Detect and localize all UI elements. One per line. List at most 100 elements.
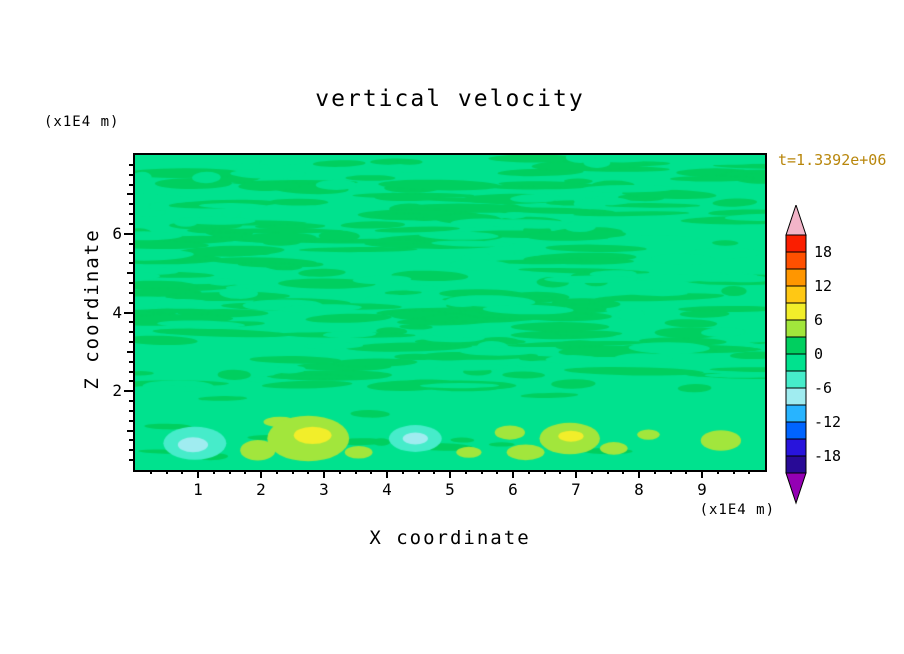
colorbar-label: -12 (814, 413, 841, 431)
x-axis-units-label: (x1E4 m) (699, 502, 775, 518)
y-minor-tick (129, 252, 133, 255)
colorbar-over-arrow (785, 205, 807, 236)
y-minor-tick (129, 459, 133, 462)
x-minor-tick (275, 470, 278, 474)
x-minor-tick (669, 470, 672, 474)
x-tick-label: 2 (256, 480, 266, 499)
colorbar-segment (785, 268, 807, 287)
x-minor-tick (732, 470, 735, 474)
colorbar-label: -6 (814, 379, 832, 397)
colorbar-segment (785, 438, 807, 457)
x-minor-tick (748, 470, 751, 474)
y-unit-tick (127, 350, 133, 353)
x-tick-label: 7 (571, 480, 581, 499)
x-tick-label: 9 (697, 480, 707, 499)
x-minor-tick (307, 470, 310, 474)
x-major-tick (323, 470, 325, 478)
colorbar-segment (785, 336, 807, 355)
x-major-tick (197, 470, 199, 478)
y-major-tick (124, 390, 133, 393)
x-minor-tick (181, 470, 184, 474)
x-minor-tick (354, 470, 357, 474)
y-minor-tick (129, 173, 133, 176)
colorbar-label: 18 (814, 243, 832, 261)
y-minor-tick (129, 291, 133, 294)
y-minor-tick (129, 419, 133, 422)
x-minor-tick (401, 470, 404, 474)
x-tick-label: 4 (382, 480, 392, 499)
x-minor-tick (433, 470, 436, 474)
y-minor-tick (129, 449, 133, 452)
y-minor-tick (129, 262, 133, 265)
colorbar-label: -18 (814, 447, 841, 465)
x-minor-tick (165, 470, 168, 474)
x-minor-tick (212, 470, 215, 474)
y-minor-tick (129, 301, 133, 304)
x-minor-tick (417, 470, 420, 474)
y-unit-tick (127, 272, 133, 275)
x-major-tick (638, 470, 640, 478)
x-minor-tick (149, 470, 152, 474)
y-minor-tick (129, 380, 133, 383)
colorbar-segment (785, 455, 807, 474)
x-minor-tick (716, 470, 719, 474)
x-minor-tick (291, 470, 294, 474)
x-minor-tick (464, 470, 467, 474)
colorbar-label: 0 (814, 345, 823, 363)
x-minor-tick (496, 470, 499, 474)
contour-field-canvas (135, 155, 765, 470)
x-axis-title: X coordinate (369, 527, 531, 549)
y-major-tick (124, 311, 133, 314)
x-minor-tick (480, 470, 483, 474)
colorbar-segment (785, 353, 807, 372)
y-unit-tick (127, 193, 133, 196)
x-minor-tick (606, 470, 609, 474)
x-minor-tick (228, 470, 231, 474)
colorbar-segment (785, 421, 807, 440)
x-major-tick (512, 470, 514, 478)
x-minor-tick (244, 470, 247, 474)
colorbar-label: 12 (814, 277, 832, 295)
y-minor-tick (129, 242, 133, 245)
x-minor-tick (370, 470, 373, 474)
time-annotation: t=1.3392e+06 (778, 151, 887, 169)
y-minor-tick (129, 281, 133, 284)
x-minor-tick (543, 470, 546, 474)
plot-title: vertical velocity (315, 86, 585, 112)
x-major-tick (260, 470, 262, 478)
x-tick-label: 8 (634, 480, 644, 499)
y-minor-tick (129, 331, 133, 334)
colorbar-segment (785, 404, 807, 423)
y-minor-tick (129, 341, 133, 344)
x-major-tick (701, 470, 703, 478)
y-minor-tick (129, 213, 133, 216)
colorbar: 18 12 6 0 -6 -12 -18 (785, 205, 841, 505)
colorbar-segment (785, 285, 807, 304)
x-tick-label: 5 (445, 480, 455, 499)
y-minor-tick (129, 183, 133, 186)
colorbar-segment (785, 302, 807, 321)
x-minor-tick (590, 470, 593, 474)
y-axis-units-label: (x1E4 m) (44, 114, 120, 130)
y-tick-label: 2 (112, 381, 122, 401)
y-tick-label: 4 (112, 302, 122, 322)
x-minor-tick (653, 470, 656, 474)
x-tick-label: 6 (508, 480, 518, 499)
colorbar-under-arrow (785, 472, 807, 505)
x-minor-tick (622, 470, 625, 474)
colorbar-label: 6 (814, 311, 823, 329)
y-minor-tick (129, 222, 133, 225)
y-minor-tick (129, 400, 133, 403)
x-tick-label: 3 (319, 480, 329, 499)
colorbar-segment (785, 234, 807, 253)
y-minor-tick (129, 163, 133, 166)
y-tick-label: 6 (112, 223, 122, 243)
x-minor-tick (559, 470, 562, 474)
y-minor-tick (129, 321, 133, 324)
colorbar-segment (785, 370, 807, 389)
colorbar-segment (785, 251, 807, 270)
y-minor-tick (129, 360, 133, 363)
x-minor-tick (685, 470, 688, 474)
x-major-tick (575, 470, 577, 478)
